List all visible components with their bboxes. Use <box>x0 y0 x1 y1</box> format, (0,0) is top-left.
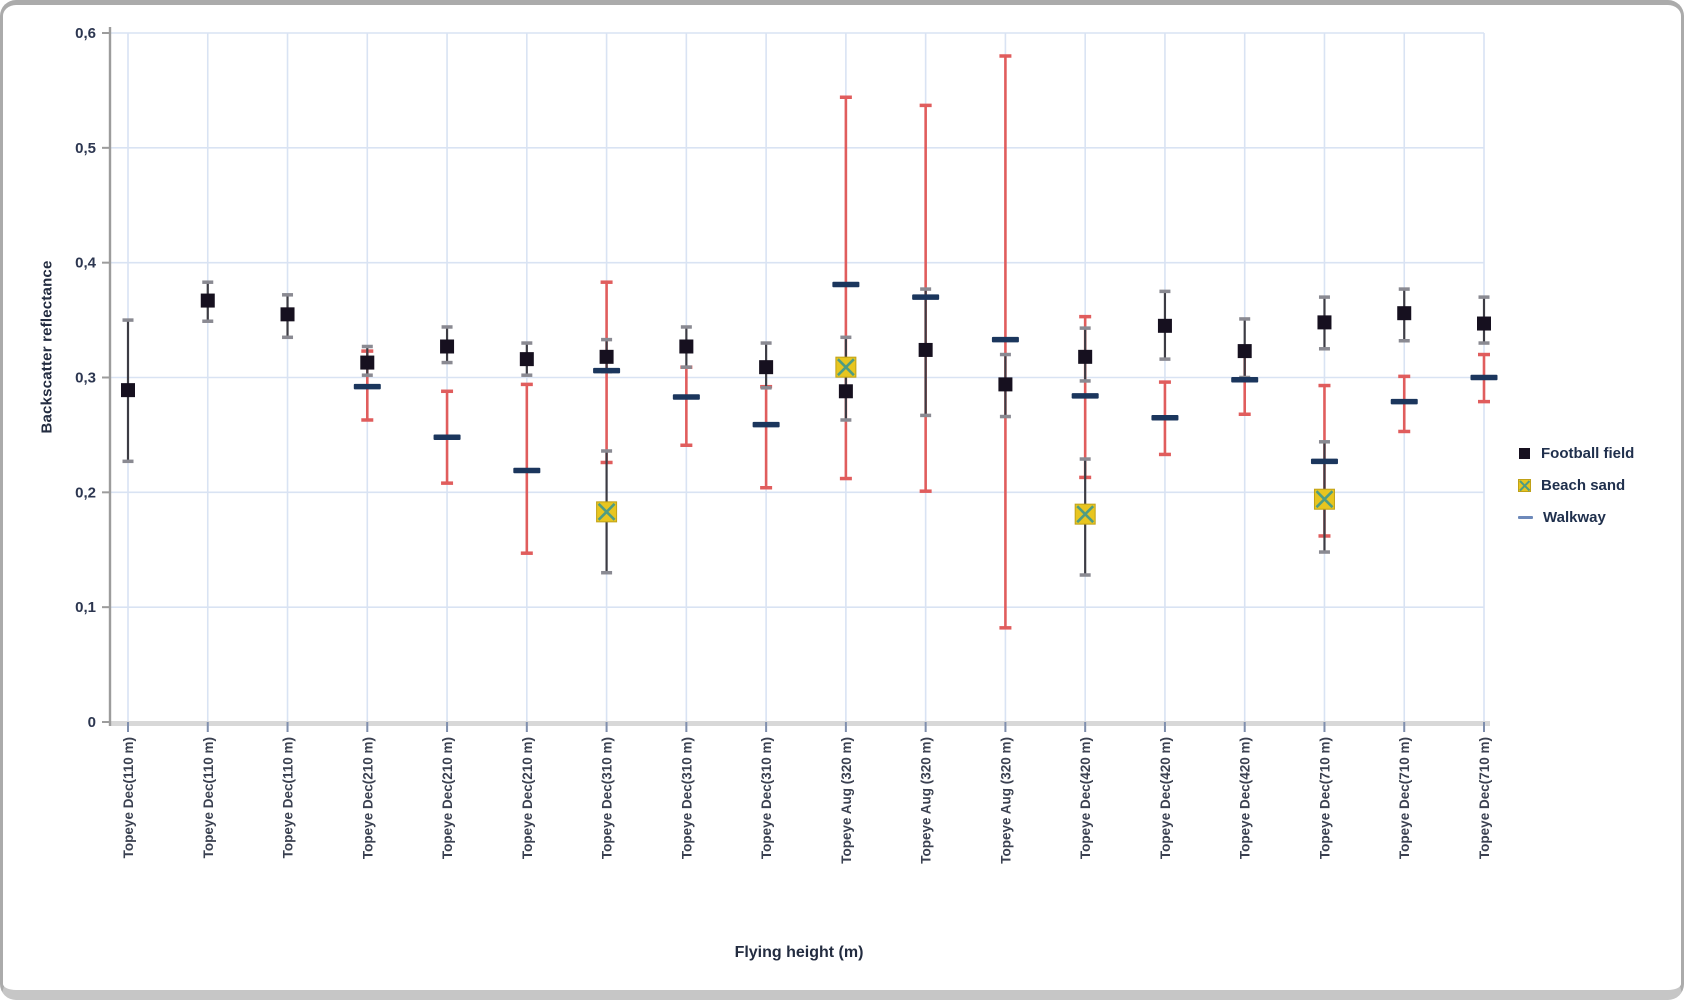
walkway-marker <box>433 434 461 440</box>
beach-sand-x-square-icon <box>1518 479 1531 492</box>
legend: Football field Beach sand Walkway <box>1517 445 1634 526</box>
x-category-label: Topeye Dec(420 m) <box>1238 737 1253 859</box>
football-marker <box>1397 306 1412 321</box>
y-tick-label: 0,3 <box>75 370 96 387</box>
x-category-label: Topeye Dec(110 m) <box>281 737 296 858</box>
x-category-label: Topeye Dec(110 m) <box>201 737 216 858</box>
x-category-label: Topeye Aug (320 m) <box>998 737 1013 864</box>
x-category-label: Topeye Dec(710 m) <box>1397 737 1412 859</box>
y-tick-label: 0 <box>88 714 96 731</box>
y-tick-label: 0,5 <box>75 140 96 157</box>
football-marker <box>1078 349 1093 364</box>
beach-sand-marker-x <box>836 358 855 377</box>
walkway-marker <box>1231 377 1259 383</box>
football-marker <box>998 377 1013 392</box>
y-tick-label: 0,2 <box>75 484 96 501</box>
legend-label-walkway: Walkway <box>1543 509 1606 526</box>
chart-plot-area: 0 0,1 0,2 0,3 0,4 0,5 0,6 Topeye Dec(110 m) Tope… <box>75 25 1498 864</box>
walkway-dash-icon <box>1518 516 1533 519</box>
football-marker <box>360 355 375 370</box>
walkway-marker <box>1151 414 1179 421</box>
football-marker <box>918 342 933 357</box>
y-tick-label: 0,6 <box>75 25 96 42</box>
y-tick-label: 0,1 <box>75 599 96 616</box>
walkway-marker <box>912 294 940 300</box>
x-category-label: Topeye Dec(420 m) <box>1158 737 1173 859</box>
football-marker <box>1157 318 1172 333</box>
walkway-marker <box>752 421 780 428</box>
walkway-marker <box>1310 458 1338 465</box>
football-marker <box>1477 316 1491 331</box>
walkway-marker <box>513 467 541 474</box>
football-marker <box>838 384 853 399</box>
walkway-marker <box>593 367 621 374</box>
x-category-label: Topeye Aug (320 m) <box>919 737 934 864</box>
football-marker <box>759 360 774 375</box>
beach-sand-marker-x <box>1315 490 1334 509</box>
legend-item-walkway: Walkway <box>1517 509 1634 526</box>
legend-label-football-field: Football field <box>1541 445 1635 462</box>
x-category-label: Topeye Aug (320 m) <box>839 737 854 864</box>
walkway-marker <box>1470 374 1498 381</box>
x-category-label: Topeye Dec(420 m) <box>1078 737 1093 859</box>
x-axis-title: Flying height (m) <box>734 944 864 961</box>
legend-label-beach-sand: Beach sand <box>1541 477 1626 494</box>
y-tick-label: 0,4 <box>75 255 97 272</box>
football-marker <box>1237 344 1252 359</box>
walkway-marker <box>991 336 1019 343</box>
x-category-label: Topeye Dec(710 m) <box>1477 737 1492 859</box>
football-field-square-icon <box>1519 448 1530 459</box>
legend-item-football-field: Football field <box>1517 445 1634 462</box>
football-marker <box>200 293 215 308</box>
beach-sand-marker-x <box>597 502 616 521</box>
x-category-label: Topeye Dec(110 m) <box>121 737 136 858</box>
walkway-marker <box>1390 398 1418 405</box>
walkway-marker <box>1071 393 1099 399</box>
beach-sand-marker-x <box>1076 505 1095 524</box>
x-axis-line <box>110 721 1490 726</box>
football-marker <box>1317 315 1332 330</box>
x-category-label: Topeye Dec(310 m) <box>679 737 694 859</box>
x-category-label: Topeye Dec(210 m) <box>520 737 535 859</box>
legend-item-beach-sand: Beach sand <box>1517 477 1634 494</box>
walkway-marker <box>832 281 860 288</box>
x-category-label: Topeye Dec(310 m) <box>600 737 615 859</box>
y-axis-title: Backscatter reflectance <box>38 260 56 434</box>
football-marker <box>679 339 694 354</box>
walkway-marker <box>353 383 381 390</box>
walkway-marker <box>672 394 700 400</box>
football-marker <box>519 352 534 367</box>
football-marker <box>599 349 614 364</box>
football-marker <box>121 383 135 398</box>
football-marker <box>440 339 455 354</box>
x-category-label: Topeye Dec(210 m) <box>360 737 375 859</box>
x-category-label: Topeye Dec(710 m) <box>1317 737 1332 859</box>
x-category-label: Topeye Dec(210 m) <box>440 737 455 859</box>
football-marker <box>280 307 295 322</box>
x-category-label: Topeye Dec(310 m) <box>759 737 774 859</box>
